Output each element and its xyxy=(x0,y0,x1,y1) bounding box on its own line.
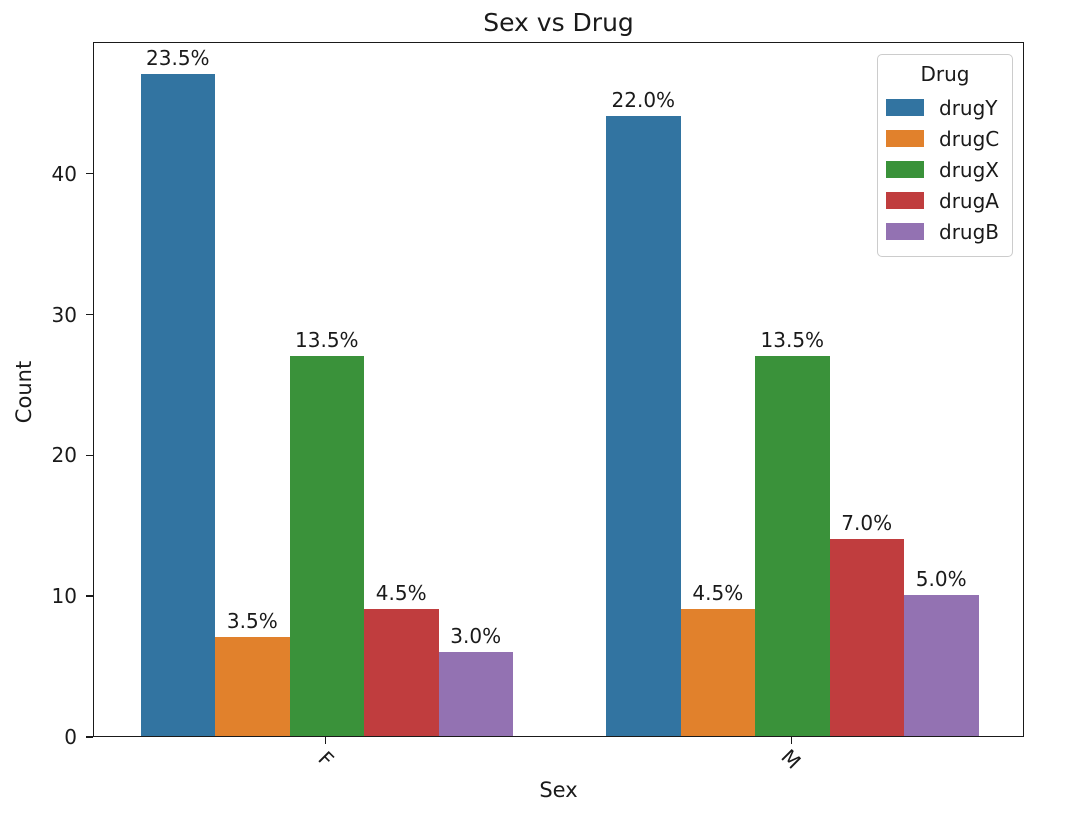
legend-label-drugC: drugC xyxy=(939,126,1000,151)
bar-value-label-M-drugC: 4.5% xyxy=(692,581,744,606)
y-axis-label: Count xyxy=(12,360,36,424)
y-tick-10 xyxy=(86,595,93,597)
bar-M-drugB xyxy=(904,595,979,736)
bar-value-label-F-drugX: 13.5% xyxy=(295,327,359,352)
x-tick-M xyxy=(790,737,793,744)
legend-label-drugX: drugX xyxy=(939,157,999,182)
y-tick-40 xyxy=(86,172,93,175)
legend-swatch-drugX xyxy=(886,161,924,178)
chart-title: Sex vs Drug xyxy=(483,8,634,37)
legend-entry-drugX: drugX xyxy=(878,154,1012,185)
bar-F-drugA xyxy=(364,609,439,736)
y-tick-label-30: 30 xyxy=(51,302,77,327)
legend-swatch-drugC xyxy=(886,130,924,147)
legend-label-drugB: drugB xyxy=(939,219,1000,244)
bar-value-label-M-drugX: 13.5% xyxy=(760,327,825,352)
bar-F-drugB xyxy=(438,651,513,736)
x-tick-F xyxy=(324,737,327,744)
bar-value-label-M-drugY: 22.0% xyxy=(611,88,676,113)
legend-title: Drug xyxy=(920,62,970,86)
bar-M-drugY xyxy=(606,116,681,736)
bar-value-label-F-drugB: 3.0% xyxy=(450,623,502,648)
legend-swatch-drugY xyxy=(886,99,924,116)
y-tick-20 xyxy=(86,454,93,457)
legend-swatch-drugB xyxy=(886,223,924,240)
bar-value-label-F-drugA: 4.5% xyxy=(375,581,427,606)
legend-label-drugY: drugY xyxy=(939,95,998,120)
y-tick-label-10: 10 xyxy=(51,584,77,609)
legend-swatch-drugA xyxy=(886,192,924,209)
bar-M-drugX xyxy=(755,355,830,736)
x-axis-label: Sex xyxy=(539,778,578,802)
legend-label-drugA: drugA xyxy=(939,188,999,213)
legend-entry-drugC: drugC xyxy=(878,123,1012,154)
plot-area: 23.5% 3.5% 13.5% 4.5% 3.0% 22.0% 4.5% 13.5% 7.0%… xyxy=(93,42,1024,737)
y-tick-label-0: 0 xyxy=(64,725,77,749)
bar-F-drugX xyxy=(289,355,364,736)
legend: Drug drugY drugC drugX drugA drugB xyxy=(877,54,1013,257)
y-tick-0 xyxy=(86,736,93,738)
legend-entry-drugA: drugA xyxy=(878,185,1012,216)
bar-M-drugC xyxy=(680,609,755,736)
y-tick-label-20: 20 xyxy=(51,443,77,468)
bar-M-drugA xyxy=(829,538,904,736)
y-tick-30 xyxy=(86,313,93,316)
bar-value-label-F-drugY: 23.5% xyxy=(146,46,210,71)
bar-value-label-M-drugA: 7.0% xyxy=(841,510,893,535)
x-tick-label-F: F xyxy=(313,746,339,772)
bar-value-label-F-drugC: 3.5% xyxy=(226,609,278,634)
legend-entries: drugY drugC drugX drugA drugB xyxy=(878,92,1012,247)
legend-entry-drugB: drugB xyxy=(878,216,1012,247)
bar-F-drugC xyxy=(215,637,290,736)
y-tick-label-40: 40 xyxy=(51,161,77,186)
bar-F-drugY xyxy=(140,74,215,736)
bar-value-label-M-drugB: 5.0% xyxy=(915,567,967,592)
x-tick-label-M: M xyxy=(776,744,806,774)
legend-entry-drugY: drugY xyxy=(878,92,1012,123)
